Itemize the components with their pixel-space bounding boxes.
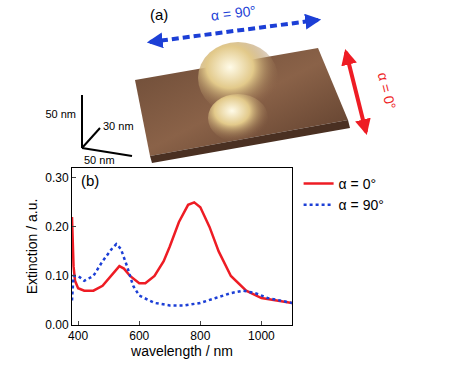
svg-text:600: 600: [129, 329, 149, 343]
svg-text:0.20: 0.20: [45, 220, 69, 234]
svg-text:α = 90°: α = 90°: [210, 2, 257, 23]
svg-text:0.30: 0.30: [45, 171, 69, 185]
svg-text:0.00: 0.00: [45, 318, 69, 332]
svg-text:(b): (b): [81, 172, 99, 189]
svg-text:α = 0°: α = 0°: [339, 176, 376, 192]
svg-text:50 nm: 50 nm: [45, 108, 76, 120]
svg-text:(a): (a): [150, 6, 168, 23]
svg-text:50 nm: 50 nm: [84, 154, 115, 166]
svg-text:800: 800: [190, 329, 210, 343]
svg-text:400: 400: [68, 329, 88, 343]
svg-text:wavelength / nm: wavelength / nm: [130, 343, 233, 359]
svg-text:1000: 1000: [248, 329, 275, 343]
svg-text:α = 90°: α = 90°: [339, 197, 384, 213]
svg-text:30 nm: 30 nm: [103, 120, 134, 132]
svg-text:α = 0°: α = 0°: [375, 71, 400, 111]
svg-text:Extinction / a.u.: Extinction / a.u.: [24, 199, 40, 295]
svg-text:0.10: 0.10: [45, 269, 69, 283]
